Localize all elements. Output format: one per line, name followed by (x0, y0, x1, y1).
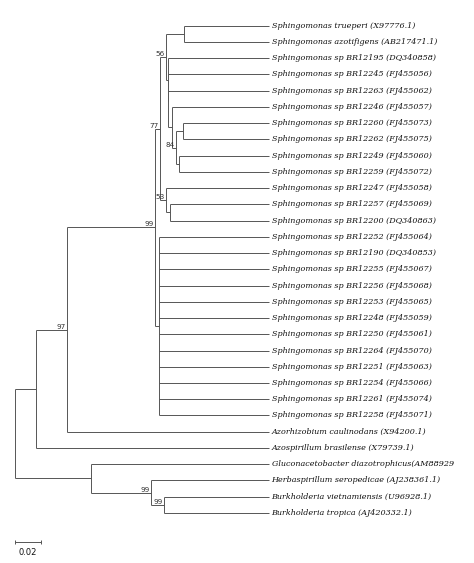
Text: Sphingomonas sp BR12200 (DQ340863): Sphingomonas sp BR12200 (DQ340863) (272, 217, 436, 225)
Text: 99: 99 (141, 486, 150, 493)
Text: Sphingomonas sp BR12250 (FJ455061): Sphingomonas sp BR12250 (FJ455061) (272, 330, 431, 338)
Text: Sphingomonas sp BR12262 (FJ455075): Sphingomonas sp BR12262 (FJ455075) (272, 136, 431, 144)
Text: Burkholderia tropica (AJ420332.1): Burkholderia tropica (AJ420332.1) (272, 509, 412, 517)
Text: 77: 77 (150, 123, 159, 128)
Text: Azospirillum brasilense (X79739.1): Azospirillum brasilense (X79739.1) (272, 444, 414, 452)
Text: Azorhizobium caulinodans (X94200.1): Azorhizobium caulinodans (X94200.1) (272, 428, 426, 436)
Text: 99: 99 (145, 221, 154, 227)
Text: Sphingomonas azotifigens (AB217471.1): Sphingomonas azotifigens (AB217471.1) (272, 38, 437, 46)
Text: Sphingomonas sp BR12195 (DQ340858): Sphingomonas sp BR12195 (DQ340858) (272, 54, 436, 62)
Text: 56: 56 (155, 51, 164, 57)
Text: Sphingomonas sp BR12260 (FJ455073): Sphingomonas sp BR12260 (FJ455073) (272, 119, 431, 127)
Text: Sphingomonas sp BR12252 (FJ455064): Sphingomonas sp BR12252 (FJ455064) (272, 233, 431, 241)
Text: Sphingomonas sp BR12256 (FJ455068): Sphingomonas sp BR12256 (FJ455068) (272, 282, 431, 289)
Text: Sphingomonas sp BR12254 (FJ455066): Sphingomonas sp BR12254 (FJ455066) (272, 379, 431, 387)
Text: Sphingomonas sp BR12253 (FJ455065): Sphingomonas sp BR12253 (FJ455065) (272, 298, 431, 306)
Text: 0.02: 0.02 (18, 548, 37, 557)
Text: Sphingomonas sp BR12245 (FJ455056): Sphingomonas sp BR12245 (FJ455056) (272, 70, 431, 78)
Text: Sphingomonas sp BR12248 (FJ455059): Sphingomonas sp BR12248 (FJ455059) (272, 314, 431, 322)
Text: Sphingomonas sp BR12246 (FJ455057): Sphingomonas sp BR12246 (FJ455057) (272, 103, 431, 111)
Text: Herbaspirillum seropedicae (AJ238361.1): Herbaspirillum seropedicae (AJ238361.1) (272, 476, 441, 484)
Text: Gluconacetobacter diazotrophicus(AM88929: Gluconacetobacter diazotrophicus(AM88929 (272, 460, 454, 468)
Text: 99: 99 (154, 499, 163, 505)
Text: Sphingomonas sp BR12264 (FJ455070): Sphingomonas sp BR12264 (FJ455070) (272, 346, 431, 355)
Text: Sphingomonas sp BR12247 (FJ455058): Sphingomonas sp BR12247 (FJ455058) (272, 184, 431, 192)
Text: Sphingomonas sp BR12249 (FJ455060): Sphingomonas sp BR12249 (FJ455060) (272, 151, 431, 160)
Text: Sphingomonas sp BR12251 (FJ455063): Sphingomonas sp BR12251 (FJ455063) (272, 363, 431, 371)
Text: Sphingomonas sp BR12261 (FJ455074): Sphingomonas sp BR12261 (FJ455074) (272, 395, 431, 403)
Text: Sphingomonas sp BR12258 (FJ455071): Sphingomonas sp BR12258 (FJ455071) (272, 412, 431, 419)
Text: Sphingomonas sp BR12190 (DQ340853): Sphingomonas sp BR12190 (DQ340853) (272, 249, 436, 257)
Text: Sphingomonas sp BR12257 (FJ455069): Sphingomonas sp BR12257 (FJ455069) (272, 200, 431, 208)
Text: 84: 84 (165, 141, 175, 148)
Text: Burkholderia vietnamiensis (U96928.1): Burkholderia vietnamiensis (U96928.1) (272, 493, 432, 501)
Text: 53: 53 (155, 194, 164, 200)
Text: Sphingomonas sp BR12263 (FJ455062): Sphingomonas sp BR12263 (FJ455062) (272, 87, 431, 95)
Text: Sphingomonas sp BR12259 (FJ455072): Sphingomonas sp BR12259 (FJ455072) (272, 168, 431, 176)
Text: 97: 97 (56, 324, 66, 329)
Text: Sphingomonas sp BR12255 (FJ455067): Sphingomonas sp BR12255 (FJ455067) (272, 265, 431, 273)
Text: Sphingomonas trueperi (X97776.1): Sphingomonas trueperi (X97776.1) (272, 22, 415, 30)
